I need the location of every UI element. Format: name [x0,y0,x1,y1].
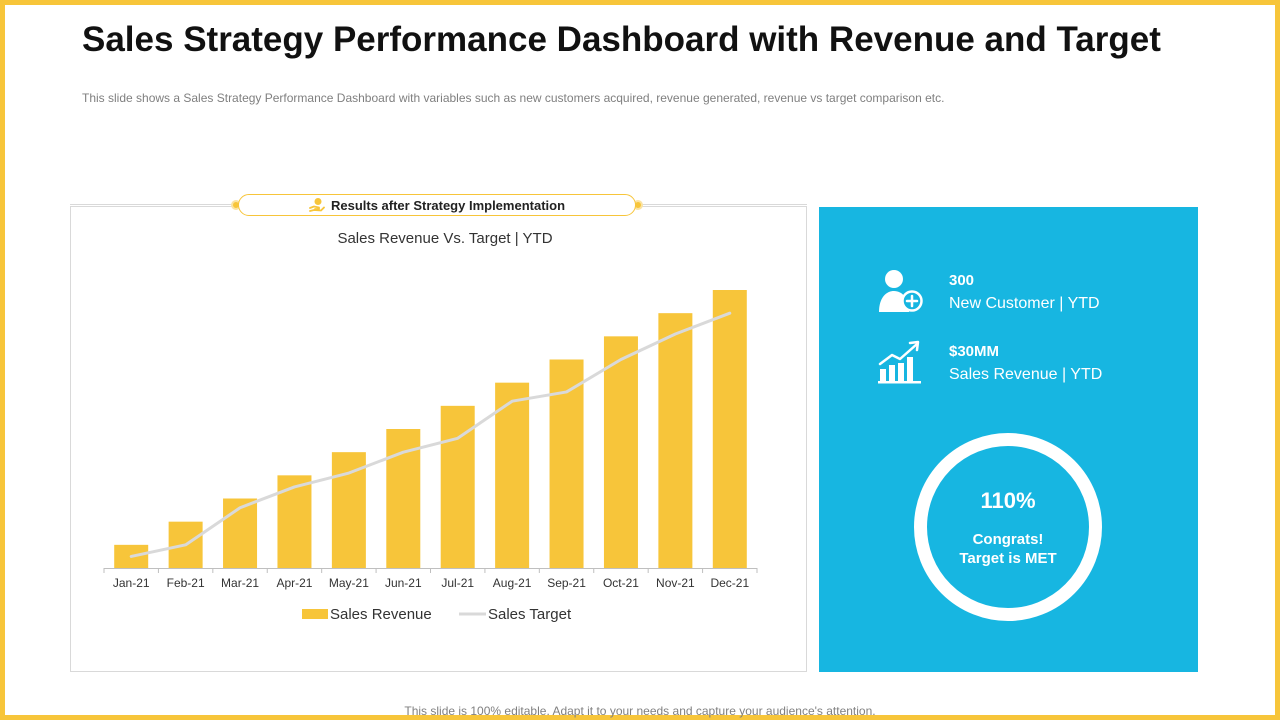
x-tick-label: Oct-21 [603,576,639,590]
page-title: Sales Strategy Performance Dashboard wit… [82,20,1161,59]
results-banner: Results after Strategy Implementation [238,194,636,216]
bar-apr-21 [277,475,312,568]
sales-target-line [129,311,732,558]
bar-oct-21 [603,336,638,568]
x-tick-label: Feb-21 [167,576,205,590]
target-percent: 110% [980,488,1036,513]
target-message: Congrats! Target is MET [914,530,1102,568]
chart-title: Sales Revenue Vs. Target | YTD [337,230,552,247]
x-tick-label: Jan-21 [113,576,150,590]
x-tick-label: Dec-21 [710,576,749,590]
legend-label-sales-target: Sales Target [488,606,572,623]
legend-swatch-sales-revenue [302,609,328,619]
x-tick-label: Apr-21 [276,576,312,590]
page-subtitle: This slide shows a Sales Strategy Perfor… [82,91,945,105]
target-ring [914,433,1102,621]
x-tick-label: Sep-21 [547,576,586,590]
revenue-vs-target-chart: Sales Revenue Vs. Target | YTD Jan-21 Feb-… [103,230,758,623]
target-message-line2: Target is MET [959,550,1057,567]
bar-jul-21 [440,405,475,568]
x-tick-label: Jun-21 [385,576,422,590]
growth-chart-icon [878,340,921,384]
sales-revenue-value: $30MM [949,343,1000,360]
hand-coin-icon [309,198,325,212]
x-tick-label: Nov-21 [656,576,695,590]
new-customer-value: 300 [949,272,975,289]
banner-label: Results after Strategy Implementation [330,197,566,213]
x-tick-label: Mar-21 [221,576,259,590]
sales-revenue-label: Sales Revenue | YTD [949,366,1103,383]
new-customer-label: New Customer | YTD [949,295,1100,312]
add-user-icon [879,270,923,312]
banner-rule-right [636,204,807,205]
x-tick-label: Jul-21 [441,576,474,590]
bar-mar-21 [223,498,258,568]
target-message-line1: Congrats! [972,531,1044,548]
bar-aug-21 [495,382,530,568]
x-tick-label: Aug-21 [493,576,532,590]
x-tick-label: May-21 [329,576,369,590]
legend-label-sales-revenue: Sales Revenue [330,606,432,623]
bar-nov-21 [658,313,693,568]
bar-dec-21 [712,290,747,568]
banner-rule-left [70,204,238,205]
footer-note: This slide is 100% editable. Adapt it to… [404,704,876,718]
